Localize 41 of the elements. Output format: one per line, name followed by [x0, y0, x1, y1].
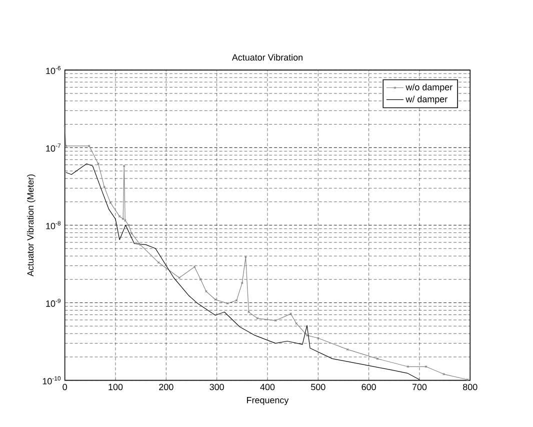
legend-label: w/o damper: [406, 84, 452, 92]
y-tick-label: 10$^{-7}$: [46, 144, 61, 152]
x-axis-title: Frequency: [247, 396, 289, 405]
point: [442, 372, 446, 376]
y-tick-label: 10$^{-6}$: [46, 66, 61, 74]
point: [376, 357, 379, 360]
point: [64, 144, 68, 148]
point: [295, 322, 298, 325]
y-tick-label: 10$^{-8}$: [46, 221, 61, 230]
x-tick-label: 800: [463, 384, 478, 390]
point: [124, 219, 126, 222]
y-axis-title: Actuator Vibration (Meter): [26, 174, 36, 276]
point: [118, 215, 121, 218]
point: [204, 290, 208, 293]
point: [130, 232, 133, 235]
point: [103, 186, 106, 188]
x-tick-label: 700: [412, 384, 427, 390]
point: [306, 334, 308, 337]
y-tick-label: 10$^{-10}$: [42, 376, 61, 384]
point: [274, 319, 277, 322]
point: [122, 164, 126, 168]
x-tick-label: 400: [260, 384, 275, 390]
x-tick-label: 200: [159, 384, 174, 390]
y-tick-label: 10$^{-9}$: [46, 298, 61, 307]
x-tick-label: 600: [362, 384, 376, 390]
point: [122, 218, 124, 220]
x-tick-label: 300: [210, 384, 224, 390]
chart-title: Actuator Vibration: [232, 54, 302, 61]
point: [109, 201, 112, 204]
point: [406, 365, 410, 368]
point: [424, 365, 428, 368]
point: [240, 282, 244, 284]
point: [88, 144, 90, 148]
legend-label: w/ damper: [406, 96, 448, 104]
point: [244, 256, 247, 258]
point: [214, 298, 217, 301]
point: [178, 276, 181, 279]
x-tick-label: 100: [108, 384, 123, 390]
point: [193, 266, 196, 268]
x-tick-label: 0: [62, 384, 67, 390]
x-tick-label: 500: [311, 384, 326, 390]
